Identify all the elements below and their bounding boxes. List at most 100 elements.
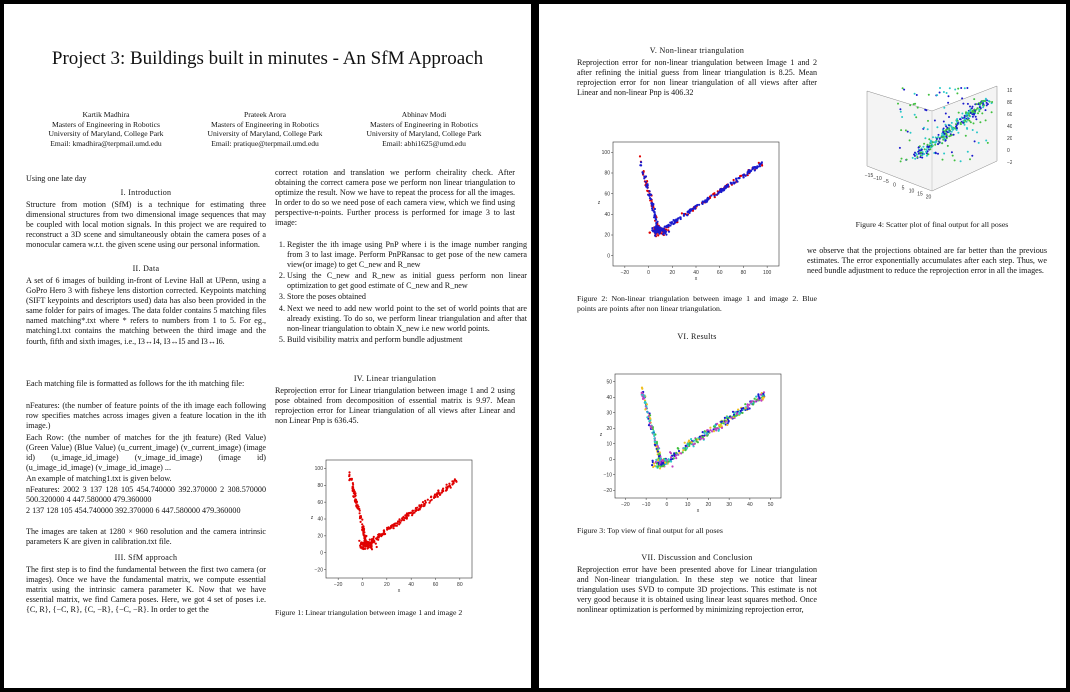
scatter-point [959,160,962,163]
scatter-point [686,210,689,214]
scatter-point [350,477,353,480]
scatter-point [713,194,716,197]
scatter-point [977,112,979,115]
scatter-point [451,483,454,486]
scatter-point [927,93,930,96]
scatter-point [401,517,404,520]
scatter-point [979,106,982,109]
scatter-point [924,137,927,140]
scatter-point [711,430,714,433]
scatter-point [917,152,920,155]
y-tick-label: 60 [604,191,610,197]
scatter-point [944,112,947,115]
scatter-point [649,425,652,428]
scatter-point [975,108,978,111]
scatter-point [931,141,934,144]
scatter-point [898,146,901,149]
scatter-point [688,211,691,214]
scatter-point [730,416,733,419]
scatter-point [722,422,725,425]
scatter-point [348,471,351,474]
scatter-point [966,150,969,153]
x-tick-label: −10 [873,176,882,182]
scatter-point [696,438,699,441]
scatter-point [758,165,761,168]
data-paragraph-2: Each matching file is formatted as follo… [26,379,245,388]
scatter-point [413,511,416,514]
scatter-point [913,92,916,95]
scatter-point [723,416,726,419]
scatter-point [660,229,663,232]
x-tick-label: −10 [642,502,651,508]
section-results-heading: VI. Results [677,332,717,341]
scatter-point [986,141,989,144]
scatter-point [358,509,361,512]
scatter-point [984,97,987,100]
scatter-point [655,441,658,444]
scatter-point [955,124,958,127]
scatter-point [365,534,368,538]
scatter-point [398,518,401,521]
scatter-point [948,124,951,127]
scatter-point [920,151,923,154]
scatter-point [651,207,654,210]
scatter-point [657,459,660,462]
scatter-point [912,103,915,106]
scatter-point [937,152,939,155]
scatter-point [716,422,719,425]
scatter-point [972,122,975,125]
scatter-point [971,115,974,118]
scatter-point [950,151,953,154]
plot-frame [612,141,780,267]
y-tick-label: 100 [315,466,324,472]
scatter-point [750,169,753,172]
z-tick-label: 100 [1007,88,1012,94]
scatter-point [749,401,752,404]
scatter-point [966,87,969,89]
scatter-point [455,479,458,482]
scatter-point [938,141,941,144]
scatter-point [937,143,939,146]
scatter-point [978,110,981,113]
scatter-point [667,230,671,233]
scatter-point [428,501,431,504]
scatter-point [655,462,659,465]
scatter-point [935,138,938,140]
scatter-point [967,112,970,115]
scatter-point [641,393,644,396]
scatter-point [915,153,918,156]
scatter-point [451,480,454,483]
scatter-point [675,457,678,460]
y-tick-label: 80 [604,171,610,177]
scatter-point [358,512,361,515]
scatter-point [748,403,751,406]
y-tick-label: 80 [317,483,323,489]
scatter-point [644,175,647,178]
scatter-point [960,116,963,119]
scatter-point [978,108,981,111]
data-paragraph-5: An example of matching1.txt is given bel… [26,474,172,483]
author-name: Kartik Madhira [82,110,130,119]
figure-2-plot: −20 0 20 40 60 80 100 100 80 60 40 20 0 x z [598,141,780,282]
scatter-point [352,490,355,493]
scatter-point [656,225,660,228]
x-tick-label: 10 [685,502,691,508]
scatter-point [646,183,649,186]
scatter-point [651,203,654,206]
scatter-point [982,106,985,109]
x-tick-label: 0 [647,270,650,276]
data-paragraph-3: nFeatures: (the number of feature points… [26,401,266,431]
scatter-point [973,98,976,101]
scatter-point [648,194,651,197]
y-tick-label: 20 [606,426,612,432]
scatter-point [904,129,907,132]
y-tick-label: −10 [604,472,613,478]
scatter-point [717,191,720,194]
discussion-paragraph: Reprojection error have been presented a… [577,565,817,615]
scatter-point [648,422,651,425]
scatter-point [930,145,933,148]
y-axis-label: z [600,432,603,438]
scatter-point [656,465,659,468]
scatter-point [355,500,358,503]
scatter-point [675,454,678,457]
